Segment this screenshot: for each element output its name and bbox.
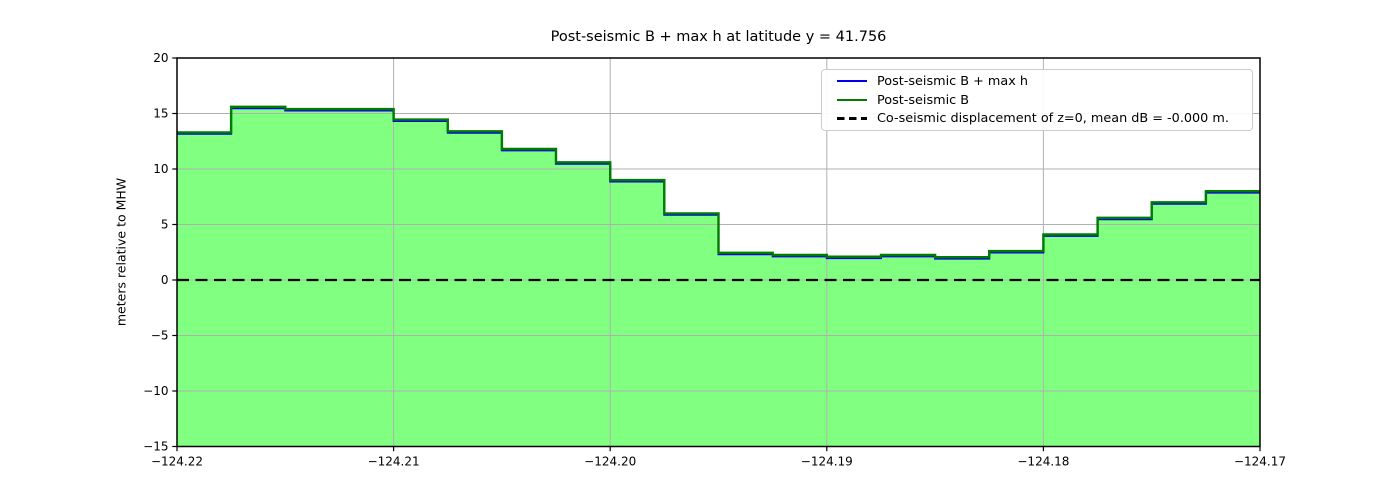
y-tick-label: 0 — [161, 273, 169, 287]
x-axis: −124.22 −124.21 −124.20 −124.19 −124.18 −124.… — [151, 446, 1286, 469]
legend-label: Post-seismic B — [877, 92, 970, 108]
x-tick-label: −124.20 — [584, 455, 636, 469]
axes-frame — [176, 57, 1261, 448]
legend-label: Post-seismic B + max h — [877, 73, 1028, 89]
series-line-b — [177, 105, 1260, 259]
y-tick-label: −10 — [143, 384, 168, 398]
x-tick-label: −124.19 — [801, 455, 853, 469]
x-tick-label: −124.22 — [151, 455, 203, 469]
step-area-fill — [177, 106, 1260, 447]
y-axis: 20 15 10 5 0 −5 −10 −15 — [143, 51, 177, 454]
y-tick-label: −5 — [151, 329, 169, 343]
y-tick-label: 15 — [153, 107, 168, 121]
legend-entry-coseismic: Co-seismic displacement of z=0, mean dB … — [837, 109, 1244, 128]
legend-entry-b-plus-maxh: Post-seismic B + max h — [837, 72, 1244, 91]
x-tick-label: −124.17 — [1234, 455, 1286, 469]
legend-entry-b: Post-seismic B — [837, 91, 1244, 110]
y-axis-label: meters relative to MHW — [113, 177, 129, 327]
legend: Post-seismic B + max h Post-seismic B Co… — [821, 69, 1253, 131]
x-tick-label: −124.18 — [1017, 455, 1069, 469]
legend-label: Co-seismic displacement of z=0, mean dB … — [877, 111, 1229, 127]
legend-line-sample-blue — [837, 80, 867, 83]
x-tick-label: −124.21 — [368, 455, 420, 469]
y-tick-label: −15 — [143, 440, 168, 454]
y-tick-label: 10 — [153, 162, 168, 176]
gridlines — [177, 58, 1260, 447]
y-tick-label: 5 — [161, 218, 169, 232]
legend-dashed-line-sample — [837, 117, 867, 120]
y-tick-label: 20 — [153, 51, 168, 65]
legend-line-sample-green — [837, 99, 867, 101]
chart-title: Post-seismic B + max h at latitude y = 4… — [550, 29, 887, 45]
